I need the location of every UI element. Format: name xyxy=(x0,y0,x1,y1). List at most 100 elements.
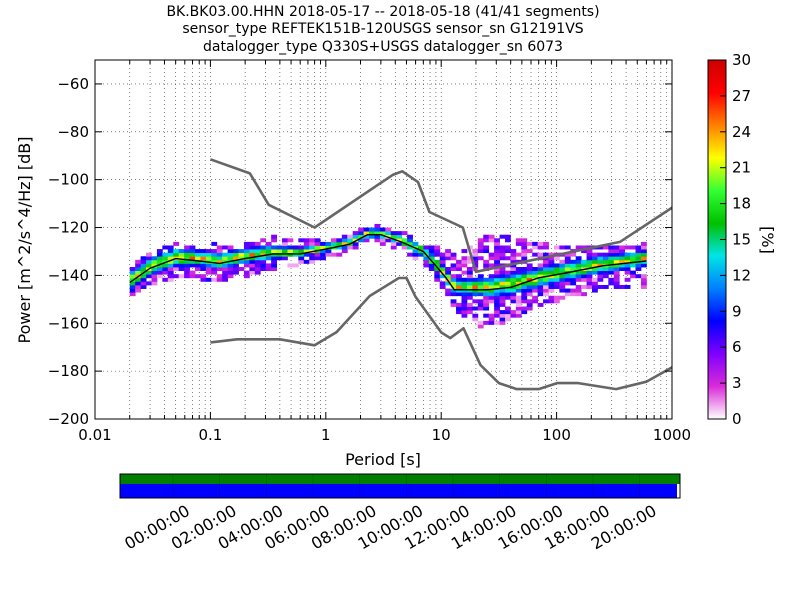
psd-cell xyxy=(417,245,424,250)
psd-cell xyxy=(374,223,381,228)
psd-cell xyxy=(407,234,413,239)
psd-cell xyxy=(298,256,305,261)
psd-cell xyxy=(146,274,152,279)
psd-cell xyxy=(195,249,201,254)
psd-cell xyxy=(390,245,397,250)
psd-cell xyxy=(450,288,457,293)
psd-cell xyxy=(592,263,598,268)
psd-cell xyxy=(510,292,517,297)
psd-cell xyxy=(401,245,408,250)
psd-cell xyxy=(466,259,473,264)
psd-cell xyxy=(162,256,169,261)
psd-cell xyxy=(434,274,441,279)
psd-cell xyxy=(211,259,218,264)
psd-cell xyxy=(173,249,180,254)
psd-cell xyxy=(483,295,490,300)
psd-cell xyxy=(287,245,294,250)
psd-cell xyxy=(320,252,326,257)
psd-cell xyxy=(456,292,462,297)
psd-cell xyxy=(222,263,229,268)
psd-cell xyxy=(602,256,609,261)
psd-cell xyxy=(477,281,484,286)
psd-cell xyxy=(613,259,620,264)
psd-cell xyxy=(466,267,473,272)
psd-cell xyxy=(602,245,609,250)
psd-cell xyxy=(390,234,397,239)
psd-cell xyxy=(390,231,397,236)
psd-cell xyxy=(129,281,136,286)
psd-cell xyxy=(602,252,609,257)
psd-cell xyxy=(205,249,212,254)
psd-cell xyxy=(483,259,490,264)
psd-cell xyxy=(249,267,256,272)
psd-cell xyxy=(521,267,528,272)
psd-cell xyxy=(222,277,229,282)
psd-cell xyxy=(532,241,539,246)
psd-cell xyxy=(450,284,457,289)
psd-cell xyxy=(167,259,174,264)
x-tick-label: 0.01 xyxy=(78,426,111,444)
psd-cell xyxy=(298,245,305,250)
psd-cell xyxy=(635,263,642,268)
psd-cell xyxy=(466,310,473,315)
psd-cell xyxy=(640,249,647,254)
psd-cell xyxy=(330,238,337,243)
psd-cell xyxy=(483,320,490,325)
psd-cell xyxy=(548,267,555,272)
psd-cell xyxy=(417,252,424,257)
psd-cell xyxy=(559,281,566,286)
psd-cell xyxy=(570,274,577,279)
psd-cell xyxy=(282,252,288,257)
psd-cell xyxy=(494,281,500,286)
psd-cell xyxy=(515,270,522,275)
psd-cell xyxy=(314,256,321,261)
psd-cell xyxy=(407,252,413,257)
psd-cell xyxy=(570,252,577,257)
psd-cell xyxy=(477,302,484,307)
psd-cell xyxy=(445,256,452,261)
psd-cell xyxy=(173,267,180,272)
psd-cell xyxy=(227,270,234,275)
psd-cell xyxy=(309,245,316,250)
psd-cell xyxy=(216,263,223,268)
psd-cell xyxy=(216,259,223,264)
psd-cell xyxy=(456,284,462,289)
psd-cell xyxy=(553,299,560,304)
psd-cell xyxy=(129,274,136,279)
psd-cell xyxy=(483,306,490,311)
psd-cell xyxy=(477,238,484,243)
psd-cell xyxy=(570,277,577,282)
psd-cell xyxy=(521,256,528,261)
psd-cell xyxy=(510,313,517,318)
psd-cell xyxy=(608,281,615,286)
psd-cell xyxy=(548,256,555,261)
psd-cell xyxy=(543,252,549,257)
psd-cell xyxy=(581,270,587,275)
psd-cell xyxy=(260,267,267,272)
psd-cell xyxy=(456,274,462,279)
psd-cell xyxy=(450,256,457,261)
psd-cell xyxy=(227,274,234,279)
psd-cell xyxy=(173,259,180,264)
psd-cell xyxy=(254,259,261,264)
psd-cell xyxy=(243,274,250,279)
psd-cell xyxy=(505,249,511,254)
psd-cell xyxy=(510,263,517,268)
psd-cell xyxy=(233,256,239,261)
psd-cell xyxy=(379,238,386,243)
psd-cell xyxy=(521,292,528,297)
psd-cell xyxy=(635,245,642,250)
psd-cell xyxy=(597,274,604,279)
psd-cell xyxy=(564,277,571,282)
psd-cell xyxy=(543,263,549,268)
psd-cell xyxy=(352,241,359,246)
psd-cell xyxy=(189,259,196,264)
psd-cell xyxy=(586,281,593,286)
psd-cell xyxy=(156,259,163,264)
psd-cell xyxy=(341,241,348,246)
psd-cell xyxy=(211,277,218,282)
psd-cell xyxy=(521,295,528,300)
psd-cell xyxy=(581,263,587,268)
psd-cell xyxy=(461,292,468,297)
psd-cell xyxy=(162,270,169,275)
